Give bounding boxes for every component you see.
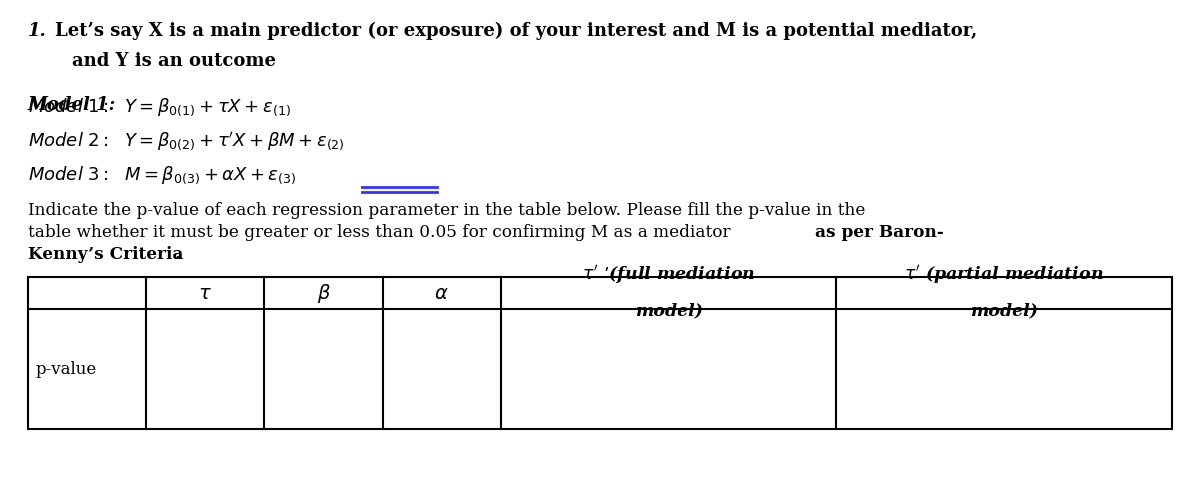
Text: $\it{\tau}$: $\it{\tau}$ [198, 285, 212, 302]
Text: .: . [175, 245, 181, 262]
Text: $\it{\beta}$: $\it{\beta}$ [317, 282, 330, 305]
Text: model): model) [635, 302, 703, 318]
Text: $\it{\alpha}$: $\it{\alpha}$ [434, 285, 449, 302]
Text: $\it{\tau'}$ ’(full mediation: $\it{\tau'}$ ’(full mediation [582, 262, 755, 286]
Text: $\mathbf{\it{Model\ 1:\ \ Y = \beta_{0(1)} + \tau X + \varepsilon_{(1)}}}$: $\mathbf{\it{Model\ 1:\ \ Y = \beta_{0(1… [28, 96, 290, 117]
Text: p-value: p-value [36, 361, 97, 378]
Text: Kenny’s Criteria: Kenny’s Criteria [28, 245, 184, 262]
Text: Model 1:: Model 1: [28, 96, 122, 114]
Text: $\mathbf{\it{Model\ 3:\ \ M = \beta_{0(3)} + \alpha X + \varepsilon_{(3)}}}$: $\mathbf{\it{Model\ 3:\ \ M = \beta_{0(3… [28, 164, 296, 185]
Text: as per Baron-: as per Baron- [815, 224, 943, 241]
Text: model): model) [971, 302, 1038, 318]
Text: $\it{\tau'}$ (partial mediation: $\it{\tau'}$ (partial mediation [905, 262, 1104, 286]
Text: table whether it must be greater or less than 0.05 for confirming M as a mediato: table whether it must be greater or less… [28, 224, 736, 241]
Text: $\mathbf{\it{Model\ 2:\ \ Y = \beta_{0(2)} + \tau'X + \beta M + \varepsilon_{(2): $\mathbf{\it{Model\ 2:\ \ Y = \beta_{0(2… [28, 130, 344, 152]
Bar [28, 277, 1172, 429]
Text: and Y is an outcome: and Y is an outcome [72, 52, 276, 70]
Text: 1.: 1. [28, 22, 47, 40]
Text: Let’s say X is a main predictor (or exposure) of your interest and M is a potent: Let’s say X is a main predictor (or expo… [55, 22, 977, 40]
Text: Indicate the p-value of each regression parameter in the table below. Please fil: Indicate the p-value of each regression … [28, 201, 865, 219]
